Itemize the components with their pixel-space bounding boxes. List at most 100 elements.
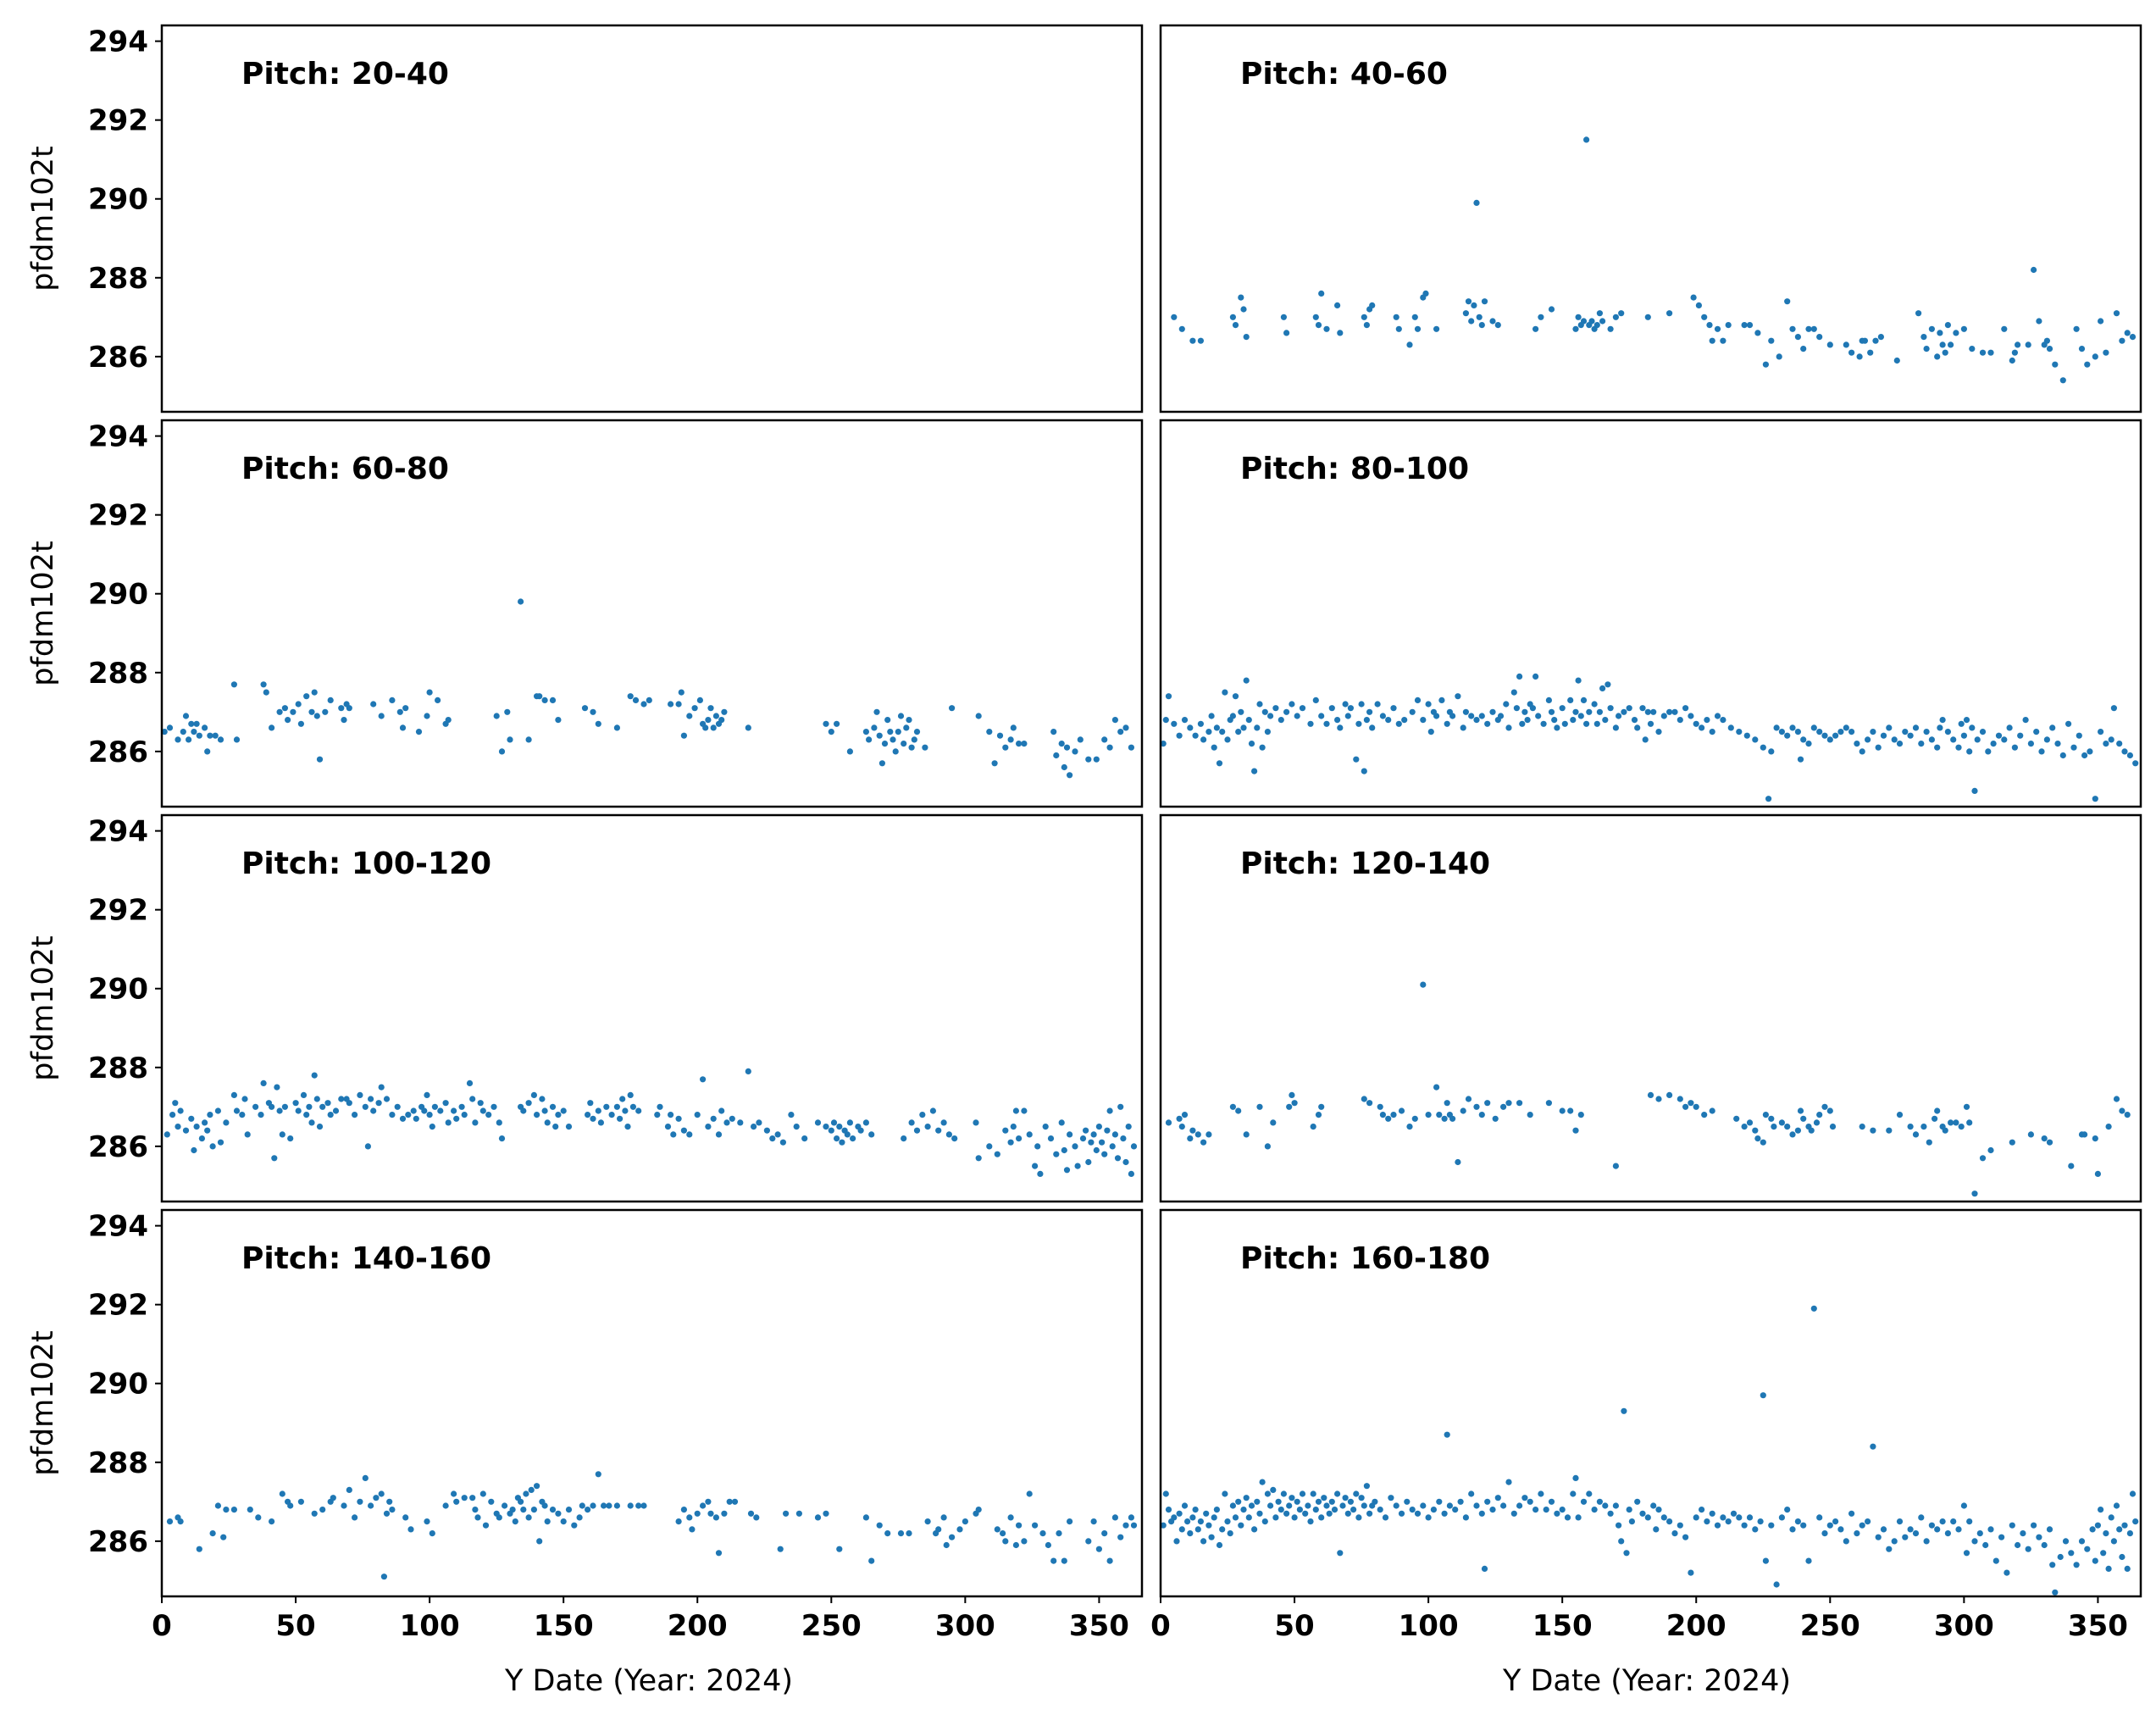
data-point <box>777 1546 784 1552</box>
data-point <box>1344 1510 1351 1517</box>
data-point <box>657 1103 663 1110</box>
data-point <box>1200 736 1207 743</box>
data-point <box>281 1103 288 1110</box>
data-point <box>1699 1507 1705 1513</box>
data-point <box>1106 744 1113 751</box>
data-point <box>1104 1127 1111 1134</box>
data-point <box>1987 349 1994 356</box>
data-point <box>169 1112 176 1118</box>
panel-label: Pitch: 20-40 <box>241 57 449 92</box>
data-point <box>585 1507 591 1513</box>
data-point <box>1334 717 1341 724</box>
data-point <box>1937 330 1943 336</box>
data-point <box>552 1124 559 1130</box>
data-point <box>269 1103 275 1110</box>
data-point <box>1016 741 1023 747</box>
y-tick-label: 294 <box>88 1210 148 1244</box>
data-point <box>2105 1565 2112 1572</box>
data-point <box>311 689 318 696</box>
data-point <box>2094 1170 2101 1177</box>
data-point <box>1468 713 1475 719</box>
data-point <box>1816 334 1823 341</box>
data-point <box>1178 325 1185 332</box>
data-point <box>680 732 688 739</box>
data-point <box>1688 1569 1694 1576</box>
data-point <box>1789 1131 1796 1138</box>
data-point <box>1101 1530 1108 1537</box>
data-point <box>1032 1163 1039 1169</box>
data-point <box>1095 1546 1102 1552</box>
data-point <box>1074 1163 1081 1169</box>
data-point <box>1709 337 1715 344</box>
data-point <box>496 1514 502 1521</box>
data-point <box>1347 705 1354 712</box>
data-point <box>1021 741 1028 747</box>
data-point <box>1768 748 1775 755</box>
data-point <box>1848 729 1855 735</box>
panel-frame <box>1159 24 2142 413</box>
data-point <box>1586 1490 1593 1497</box>
data-point <box>424 1518 430 1525</box>
data-point <box>1580 697 1588 704</box>
data-point <box>1406 341 1413 348</box>
y-tick-label: 286 <box>88 1130 148 1164</box>
data-point <box>279 1490 285 1497</box>
data-point <box>1666 708 1673 715</box>
data-point <box>544 1518 551 1525</box>
data-point <box>1655 729 1662 735</box>
data-point <box>330 1495 336 1501</box>
data-point <box>1130 1522 1138 1529</box>
data-point <box>1778 1514 1785 1521</box>
data-point <box>1639 1510 1646 1517</box>
data-point <box>1229 1502 1236 1509</box>
data-point <box>1229 1103 1236 1110</box>
data-point <box>868 1131 875 1138</box>
data-point <box>1535 713 1542 719</box>
data-point <box>1583 720 1590 727</box>
data-point <box>1484 720 1491 727</box>
data-point <box>2084 361 2091 368</box>
data-point <box>182 1127 190 1134</box>
data-point <box>1760 1392 1766 1399</box>
data-point <box>1564 1514 1571 1521</box>
data-point <box>1599 318 1606 325</box>
data-point <box>1219 1526 1226 1533</box>
data-point <box>1682 1534 1689 1540</box>
data-point <box>2132 760 2139 767</box>
data-point <box>1810 724 1817 731</box>
data-point <box>1634 724 1641 731</box>
data-point <box>188 1115 195 1122</box>
data-point <box>308 1119 315 1126</box>
data-point <box>1264 1143 1271 1150</box>
data-point <box>1650 708 1657 715</box>
data-point <box>1117 729 1124 735</box>
data-point <box>1971 1191 1978 1197</box>
data-point <box>1095 1124 1102 1130</box>
y-tick-label: 288 <box>88 657 148 691</box>
data-point <box>823 720 829 727</box>
data-point <box>2078 346 2086 352</box>
data-point <box>1398 1510 1405 1517</box>
data-point <box>472 1507 479 1513</box>
data-point <box>1361 314 1367 320</box>
data-point <box>1886 1127 1893 1134</box>
data-point <box>429 1124 435 1130</box>
panel-label: Pitch: 160-180 <box>1240 1241 1490 1276</box>
data-point <box>846 748 854 755</box>
data-point <box>1621 1407 1627 1414</box>
data-point <box>1083 1127 1089 1134</box>
data-point <box>1010 1124 1017 1130</box>
data-point <box>1572 1127 1579 1134</box>
data-point <box>2001 325 2008 332</box>
data-point <box>1618 310 1625 317</box>
data-point <box>1677 1522 1683 1529</box>
data-point <box>1444 1100 1450 1107</box>
data-point <box>1245 1514 1252 1521</box>
data-point <box>415 729 423 735</box>
data-point <box>1682 1103 1689 1110</box>
data-point <box>996 732 1004 739</box>
data-point <box>1655 1507 1662 1513</box>
data-point <box>209 1143 216 1150</box>
data-point <box>1270 1119 1277 1126</box>
data-point <box>2113 1096 2120 1102</box>
